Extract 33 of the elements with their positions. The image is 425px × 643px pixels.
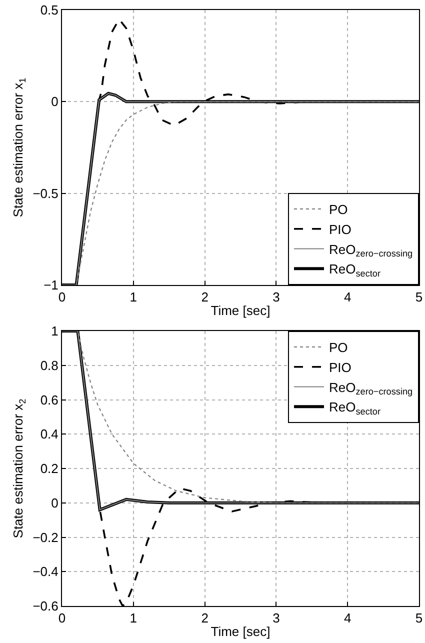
y-tick-label: 0.6	[40, 392, 58, 408]
y-tick-label: 0.2	[40, 461, 58, 476]
x-tick-label: 4	[344, 610, 352, 626]
x-tick-label: 3	[272, 290, 280, 305]
legend-label: ReO$_{sector}$	[329, 262, 380, 278]
legend-label: PIO	[329, 222, 352, 237]
x-tick-label: 3	[272, 610, 280, 626]
y-tick-label: −1	[44, 278, 58, 293]
x-axis-title: Time [sec]	[210, 303, 270, 318]
y-tick-label: −0.5	[32, 186, 58, 201]
legend-label: ReO$_{sector}$	[329, 400, 380, 416]
x-tick-label: 4	[344, 290, 352, 305]
x-axis-title: Time [sec]	[210, 624, 270, 640]
y-tick-label: 0	[51, 94, 58, 110]
y-tick-label: 0.4	[40, 426, 58, 442]
legend-label: ReO$_{zero−crossing}$	[329, 380, 413, 397]
x-tick-label: 1	[130, 290, 138, 305]
y-tick-label: 0.5	[40, 2, 58, 18]
legend-label: PIO	[329, 360, 352, 375]
legend-label: PO	[329, 340, 348, 356]
y-tick-label: −0.4	[32, 564, 58, 580]
x-tick-label: 5	[415, 610, 423, 626]
legend-label: ReO$_{zero−crossing}$	[329, 242, 413, 259]
x-tick-label: 2	[201, 610, 208, 626]
y-tick-label: −0.6	[32, 598, 58, 614]
x-tick-label: 5	[415, 290, 423, 305]
x-tick-label: 1	[130, 610, 138, 626]
legend-label: PO	[329, 202, 348, 218]
y-tick-label: 0.8	[40, 358, 58, 373]
y-tick-label: 0	[51, 495, 58, 510]
y-tick-label: −0.2	[32, 530, 58, 545]
y-tick-label: 1	[51, 324, 58, 339]
x-tick-label: 2	[201, 290, 208, 305]
